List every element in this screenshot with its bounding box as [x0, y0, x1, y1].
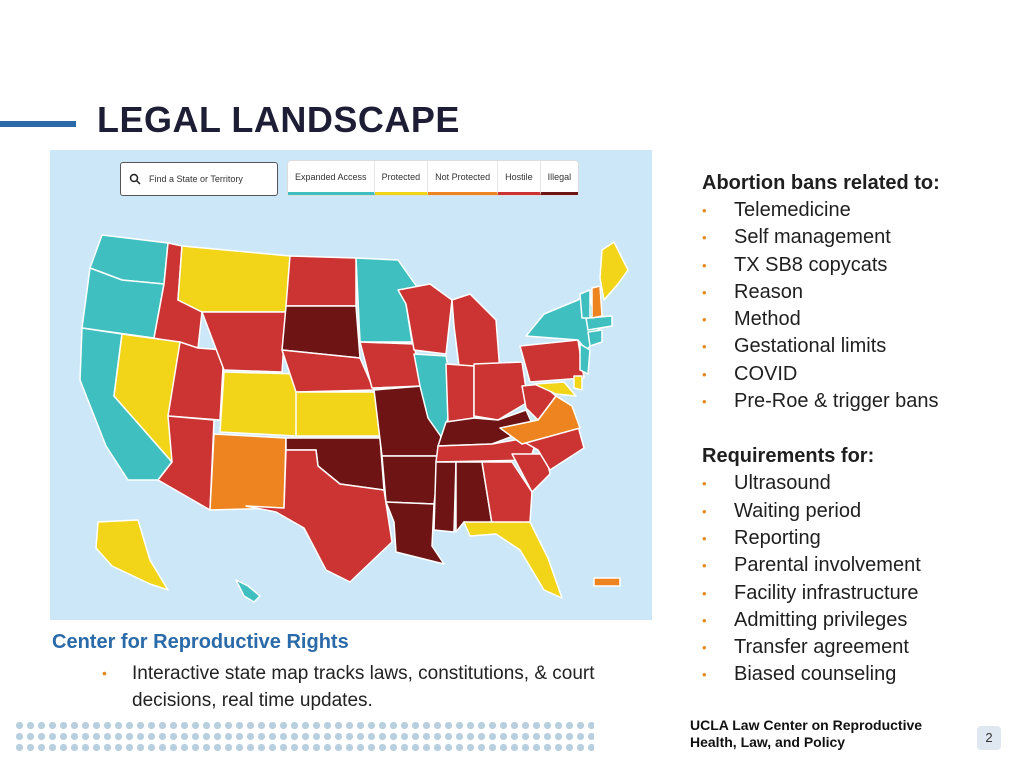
bullet-icon: •	[702, 284, 707, 300]
state-alaska	[95, 519, 169, 591]
list-item: • Reporting	[702, 525, 1012, 552]
bullet-icon: •	[702, 339, 707, 355]
requirements-heading: Requirements for:	[702, 445, 875, 468]
state-montana	[177, 245, 291, 313]
section-spacer	[702, 415, 1012, 443]
list-item: • Method	[702, 306, 1012, 333]
bans-list: • Telemedicine • Self management • TX SB8 c…	[702, 197, 1012, 415]
bullet-icon: •	[702, 503, 707, 519]
list-item: • Ultrasound	[702, 470, 1012, 497]
state-hawaii	[235, 579, 261, 603]
list-item: • Parental involvement	[702, 552, 1012, 579]
state-connecticut	[587, 329, 603, 347]
requirements-list: • Ultrasound • Waiting period • Reporting •…	[702, 470, 1012, 688]
bullet-icon: •	[702, 585, 707, 601]
decorative-dot-pattern	[14, 720, 594, 754]
bullet-icon: •	[702, 612, 707, 628]
list-item: • Waiting period	[702, 498, 1012, 525]
state-georgia	[481, 461, 533, 525]
state-wisconsin	[397, 283, 453, 355]
list-item: • Gestational limits	[702, 333, 1012, 360]
footer-organization: UCLA Law Center on Reproductive Health, …	[690, 717, 923, 750]
bullet-icon: •	[702, 230, 707, 246]
bullet-icon: •	[702, 203, 707, 218]
state-north-dakota	[285, 255, 357, 307]
list-item: • Reason	[702, 279, 1012, 306]
state-mississippi	[433, 461, 457, 533]
slide-title: LEGAL LANDSCAPE	[97, 99, 460, 140]
state-massachusetts	[585, 315, 613, 331]
state-maryland	[533, 381, 577, 397]
state-texas	[245, 449, 393, 583]
bullet-icon: •	[702, 394, 707, 410]
state-colorado	[219, 371, 299, 437]
bullet-icon: •	[102, 665, 107, 681]
title-accent-bar	[0, 121, 76, 127]
state-south-carolina	[511, 453, 551, 493]
bullet-icon: •	[702, 366, 707, 382]
state-ohio	[473, 361, 529, 421]
bullet-icon: •	[702, 476, 707, 492]
state-kansas	[295, 391, 381, 437]
state-new-mexico	[209, 433, 287, 511]
bullet-icon: •	[702, 530, 707, 546]
bullet-icon: •	[702, 257, 707, 273]
restrictions-column: Abortion bans related to: • Telemedicine …	[702, 170, 1012, 689]
list-item: • Facility infrastructure	[702, 580, 1012, 607]
state-florida	[463, 521, 563, 599]
state-maine	[599, 241, 629, 301]
list-item: • Pre-Roe & trigger bans	[702, 388, 1012, 415]
state-arkansas	[381, 455, 441, 505]
list-item: • Self management	[702, 224, 1012, 251]
list-item: • TX SB8 copycats	[702, 252, 1012, 279]
state-pennsylvania	[519, 339, 585, 383]
state-indiana	[445, 363, 475, 423]
legend-hostile[interactable]: Hostile	[498, 161, 541, 195]
bullet-icon: •	[702, 312, 707, 328]
bullet-icon: •	[702, 558, 707, 574]
territory-puerto-rico	[593, 577, 621, 587]
state-south-dakota	[281, 305, 361, 359]
source-bullet: • Interactive state map tracks laws, con…	[102, 660, 662, 714]
bans-heading: Abortion bans related to:	[702, 172, 940, 194]
state-arizona	[157, 415, 215, 511]
page-number: 2	[977, 726, 1001, 750]
list-item: • Biased counseling	[702, 661, 1012, 688]
state-new-jersey	[579, 343, 591, 375]
state-wyoming	[201, 311, 287, 373]
state-search-input[interactable]: Find a State or Territory	[120, 162, 278, 196]
search-icon	[129, 173, 141, 185]
list-item: • Transfer agreement	[702, 634, 1012, 661]
state-louisiana	[385, 501, 445, 565]
us-states-map[interactable]	[50, 150, 652, 620]
state-delaware	[573, 375, 583, 391]
list-item: • COVID	[702, 361, 1012, 388]
search-placeholder: Find a State or Territory	[149, 174, 243, 184]
legend-illegal[interactable]: Illegal	[540, 161, 579, 195]
list-item: • Admitting privileges	[702, 607, 1012, 634]
state-vermont	[579, 289, 591, 319]
legend-protected[interactable]: Protected	[374, 161, 429, 195]
list-item: • Telemedicine	[702, 197, 1012, 224]
legend-expanded-access[interactable]: Expanded Access	[288, 161, 375, 195]
state-utah	[167, 341, 225, 421]
legend-not-protected[interactable]: Not Protected	[428, 161, 499, 195]
map-legend: Expanded Access Protected Not Protected …	[288, 161, 579, 195]
state-new-hampshire	[591, 285, 603, 319]
bullet-icon: •	[702, 640, 707, 656]
abortion-policy-map[interactable]: Find a State or Territory Expanded Acces…	[50, 150, 652, 620]
source-heading: Center for Reproductive Rights	[52, 631, 349, 653]
source-bullet-text: Interactive state map tracks laws, const…	[132, 663, 595, 711]
state-michigan	[451, 293, 501, 375]
bullet-icon: •	[702, 667, 707, 683]
